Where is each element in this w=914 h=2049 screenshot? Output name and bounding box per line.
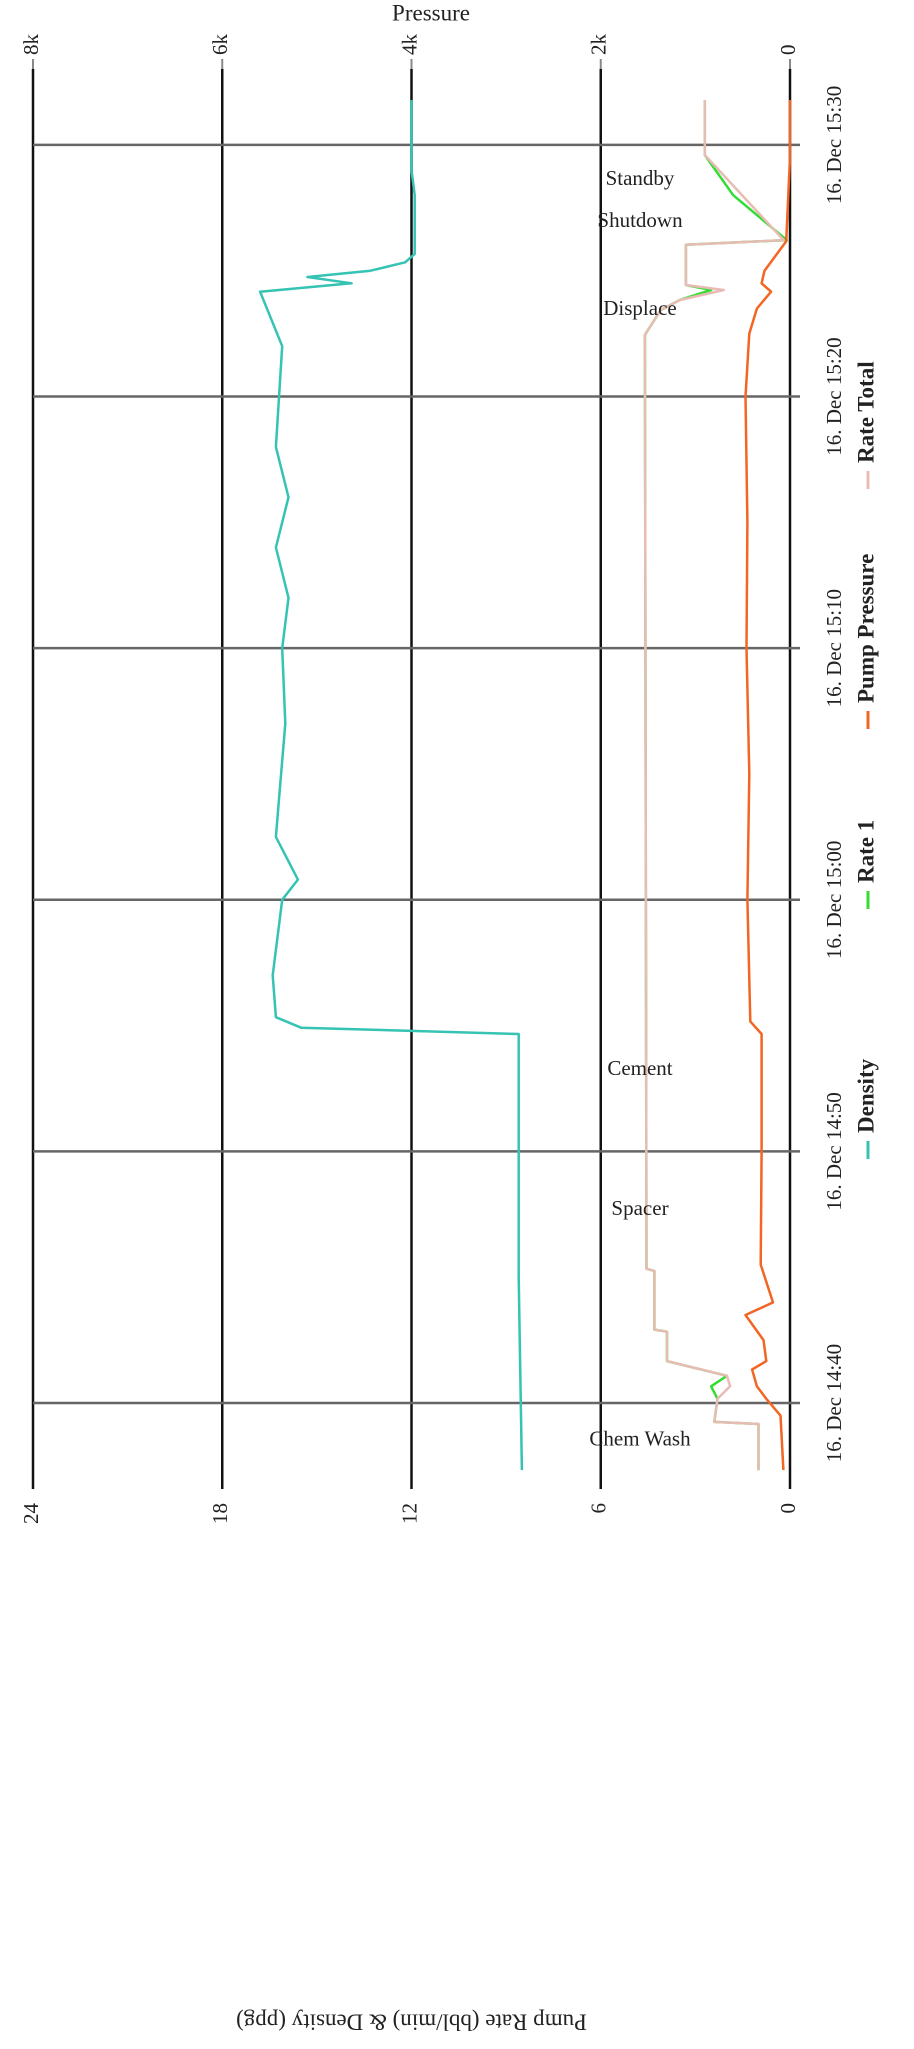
y-tick-label: 18	[208, 1503, 232, 1524]
x-tick-label: 16. Dec 15:20	[822, 337, 846, 455]
y-axis-title: Pump Rate (bbl/min) & Density (ppg)	[236, 2010, 587, 2035]
annotation: Shutdown	[597, 208, 683, 232]
annotation: Cement	[607, 1056, 672, 1080]
x-tick-label: 16. Dec 15:30	[822, 86, 846, 204]
y2-tick-label: 2k	[587, 34, 611, 56]
x-tick-label: 16. Dec 15:00	[822, 841, 846, 959]
y-tick-label: 24	[19, 1503, 43, 1525]
y2-tick-label: 8k	[19, 34, 43, 56]
series-line	[744, 100, 792, 1471]
y-tick-label: 6	[587, 1503, 611, 1514]
rotated-plot: 0 6 12 18 24 0 2k 4k 6k 8k 16. Dec 14:40 16. Dec 14…	[19, 0, 878, 2034]
annotation: Spacer	[611, 1196, 668, 1220]
annotation: Chem Wash	[589, 1427, 691, 1451]
legend-label: Rate Total	[853, 361, 878, 463]
y2-axis-title: Pressure	[392, 0, 470, 25]
x-tick-label: 16. Dec 14:40	[822, 1344, 846, 1462]
x-tick-label: 16. Dec 14:50	[822, 1092, 846, 1210]
y2-tick-label: 4k	[397, 34, 421, 56]
series-line	[258, 100, 524, 1471]
annotation: Displace	[603, 296, 676, 320]
x-tick-label: 16. Dec 15:10	[822, 589, 846, 707]
legend-label: Density	[853, 1058, 878, 1133]
y2-tick-label: 0	[776, 45, 800, 56]
legend-label: Pump Pressure	[853, 554, 878, 703]
series-line	[643, 100, 785, 1471]
y2-tick-label: 6k	[208, 34, 232, 56]
y-tick-label: 0	[776, 1503, 800, 1514]
annotation: Standby	[606, 166, 675, 190]
y-tick-label: 12	[397, 1503, 421, 1524]
legend-label: Rate 1	[853, 820, 878, 883]
